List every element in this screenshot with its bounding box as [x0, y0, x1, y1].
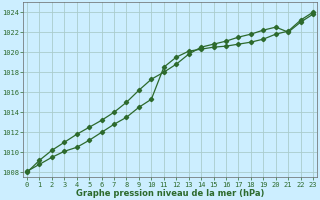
X-axis label: Graphe pression niveau de la mer (hPa): Graphe pression niveau de la mer (hPa) [76, 189, 264, 198]
